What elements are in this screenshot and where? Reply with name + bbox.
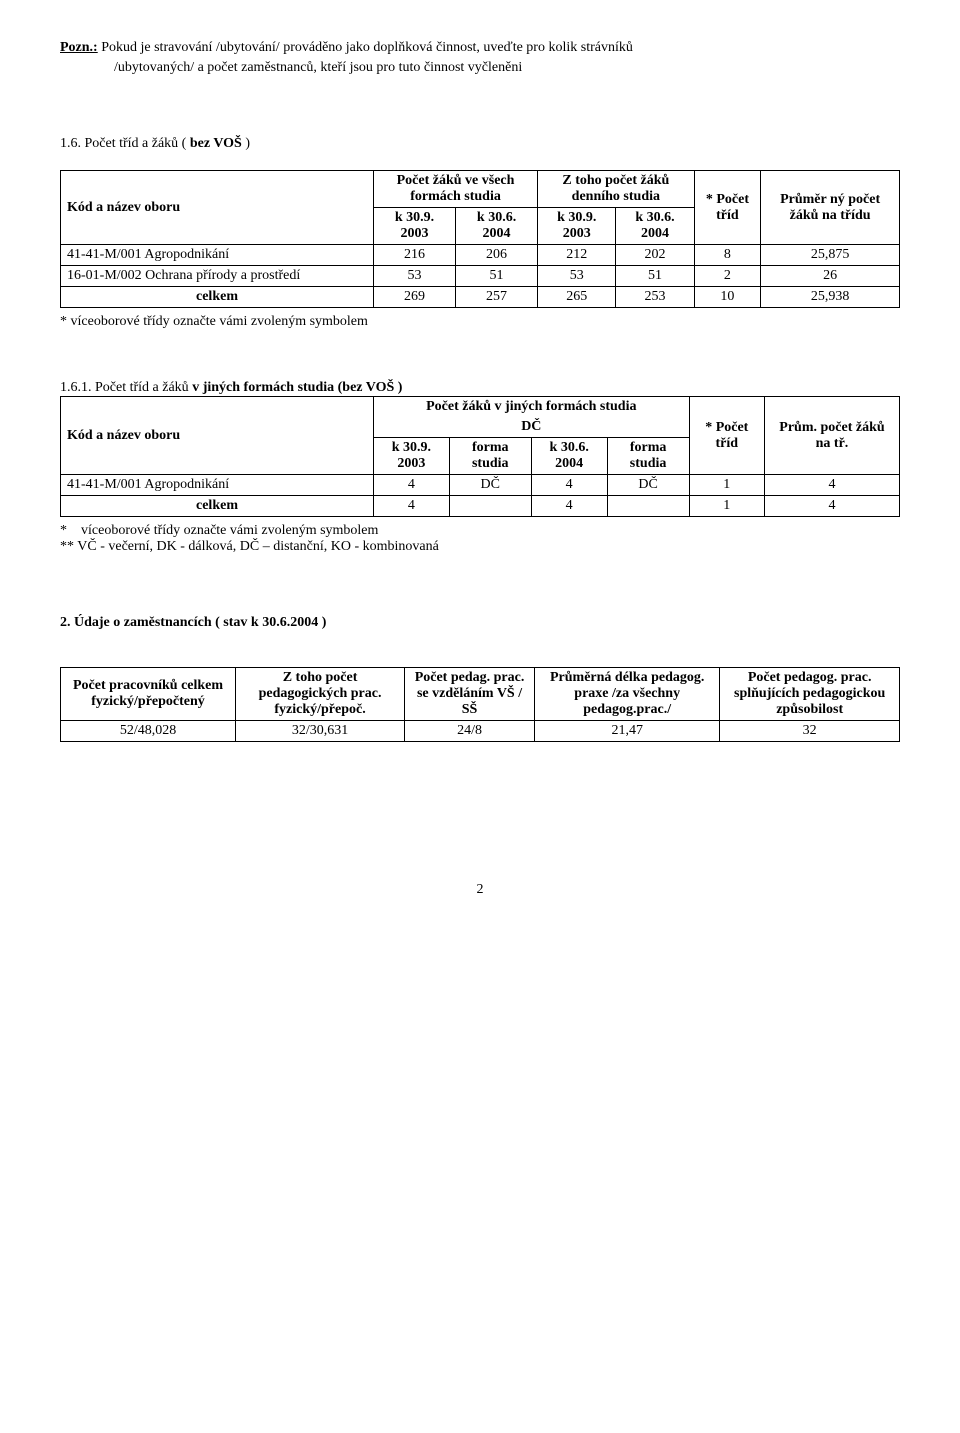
- col-top: Počet žáků v jiných formách studia: [374, 397, 690, 418]
- cell: 21,47: [535, 721, 720, 742]
- col-kod: Kód a název oboru: [61, 397, 374, 475]
- cell: 25,938: [761, 287, 900, 308]
- heading-pre: Počet tříd a žáků (: [85, 136, 190, 151]
- cell: 212: [538, 245, 616, 266]
- table-1-6: Kód a název oboru Počet žáků ve všech fo…: [60, 170, 900, 308]
- cell: DČ: [607, 475, 689, 496]
- heading-bold: bez VOŠ: [190, 136, 242, 151]
- cell: 26: [761, 266, 900, 287]
- table-row: 16-01-M/002 Ochrana přírody a prostředí …: [61, 266, 900, 287]
- cell: 2: [694, 266, 761, 287]
- section-2-heading: 2. Údaje o zaměstnancích ( stav k 30.6.2…: [60, 615, 900, 631]
- cell: 202: [616, 245, 694, 266]
- cell: 53: [538, 266, 616, 287]
- cell-label: 41-41-M/001 Agropodnikání: [61, 475, 374, 496]
- h4: Průměrná délka pedagog. praxe /za všechn…: [535, 668, 720, 721]
- cell: 53: [374, 266, 456, 287]
- cell: 4: [764, 496, 899, 517]
- cell: 4: [374, 496, 450, 517]
- cell: 1: [689, 475, 764, 496]
- cell-total-label: celkem: [61, 287, 374, 308]
- cell: 4: [374, 475, 450, 496]
- cell: 51: [456, 266, 538, 287]
- col-dc: DČ: [374, 417, 690, 438]
- cell: 253: [616, 287, 694, 308]
- cell: [607, 496, 689, 517]
- table-row-total: celkem 269 257 265 253 10 25,938: [61, 287, 900, 308]
- cell: 10: [694, 287, 761, 308]
- cell: [449, 496, 531, 517]
- col-k306a: k 30.6. 2004: [456, 208, 538, 245]
- table-row: 41-41-M/001 Agropodnikání 4 DČ 4 DČ 1 4: [61, 475, 900, 496]
- col-pocet-trid: * Počet tříd: [694, 171, 761, 245]
- cell: 4: [531, 475, 607, 496]
- section-1-6-1-heading: 1.6.1. Počet tříd a žáků v jiných formác…: [60, 380, 900, 396]
- col-k306b: k 30.6. 2004: [616, 208, 694, 245]
- note-line1: Pokud je stravování /ubytování/ prováděn…: [101, 40, 633, 55]
- col-forma2: forma studia: [607, 438, 689, 475]
- footnote-1-6-1a: * víceoborové třídy označte vámi zvolený…: [60, 523, 900, 539]
- cell-total-label: celkem: [61, 496, 374, 517]
- table-1-6-1: Kód a název oboru Počet žáků v jiných fo…: [60, 396, 900, 517]
- table-row-total: celkem 4 4 1 4: [61, 496, 900, 517]
- cell-label: 41-41-M/001 Agropodnikání: [61, 245, 374, 266]
- cell: 216: [374, 245, 456, 266]
- cell: 257: [456, 287, 538, 308]
- col-kod: Kód a název oboru: [61, 171, 374, 245]
- cell-label: 16-01-M/002 Ochrana přírody a prostředí: [61, 266, 374, 287]
- h5: Počet pedagog. prac. splňujících pedagog…: [720, 668, 900, 721]
- footnote-text: víceoborové třídy označte vámi zvoleným …: [81, 523, 378, 538]
- note-label: Pozn.:: [60, 40, 98, 55]
- page-number: 2: [60, 882, 900, 898]
- col-k309b: k 30.9. 2003: [538, 208, 616, 245]
- section-1-6-heading: 1.6. Počet tříd a žáků ( bez VOŠ ): [60, 136, 900, 152]
- cell: 8: [694, 245, 761, 266]
- footnote-1-6: * víceoborové třídy označte vámi zvolený…: [60, 314, 900, 330]
- col-prumer: Průměr ný počet žáků na třídu: [761, 171, 900, 245]
- cell: 52/48,028: [61, 721, 236, 742]
- cell: 4: [764, 475, 899, 496]
- col-k309: k 30.9. 2003: [374, 438, 450, 475]
- heading-post: ): [242, 136, 250, 151]
- note-line2: /ubytovaných/ a počet zaměstnanců, kteří…: [60, 60, 900, 76]
- col-k306: k 30.6. 2004: [531, 438, 607, 475]
- cell: 32/30,631: [236, 721, 405, 742]
- col-vsech: Počet žáků ve všech formách studia: [374, 171, 538, 208]
- col-prum: Prům. počet žáků na tř.: [764, 397, 899, 475]
- table-row: 41-41-M/001 Agropodnikání 216 206 212 20…: [61, 245, 900, 266]
- cell: 51: [616, 266, 694, 287]
- cell: 1: [689, 496, 764, 517]
- cell: DČ: [449, 475, 531, 496]
- cell: 4: [531, 496, 607, 517]
- h2: Z toho počet pedagogických prac. fyzický…: [236, 668, 405, 721]
- heading-num: 1.6.: [60, 136, 81, 151]
- col-den: Z toho počet žáků denního studia: [538, 171, 695, 208]
- cell: 24/8: [405, 721, 535, 742]
- h3: Počet pedag. prac. se vzděláním VŠ / SŠ: [405, 668, 535, 721]
- cell: 25,875: [761, 245, 900, 266]
- footnote-star: *: [60, 523, 67, 538]
- cell: 206: [456, 245, 538, 266]
- table-2: Počet pracovníků celkem fyzický/přepočte…: [60, 667, 900, 742]
- cell: 32: [720, 721, 900, 742]
- col-pocet-trid: * Počet tříd: [689, 397, 764, 475]
- h1: Počet pracovníků celkem fyzický/přepočte…: [61, 668, 236, 721]
- table-row: 52/48,028 32/30,631 24/8 21,47 32: [61, 721, 900, 742]
- col-forma: forma studia: [449, 438, 531, 475]
- heading-pre: Počet tříd a žáků: [95, 380, 192, 395]
- heading-bold: v jiných formách studia (bez VOŠ ): [192, 380, 402, 395]
- col-k309a: k 30.9. 2003: [374, 208, 456, 245]
- footnote-1-6-1b: ** VČ - večerní, DK - dálková, DČ – dist…: [60, 539, 900, 555]
- heading-num: 1.6.1.: [60, 380, 92, 395]
- note-block: Pozn.: Pokud je stravování /ubytování/ p…: [60, 40, 900, 76]
- cell: 269: [374, 287, 456, 308]
- cell: 265: [538, 287, 616, 308]
